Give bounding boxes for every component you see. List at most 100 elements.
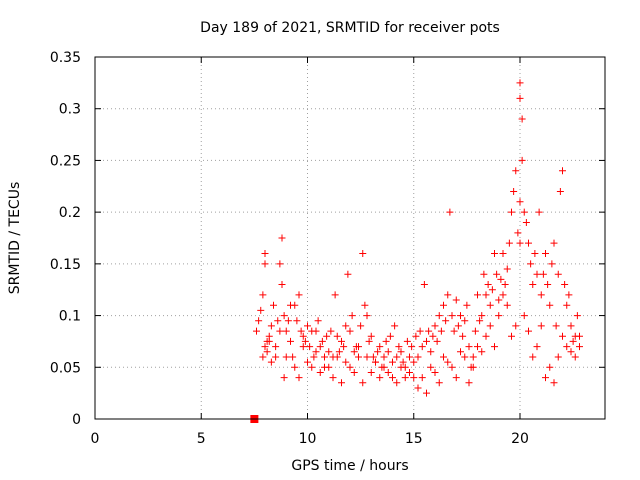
y-tick-label: 0.25: [50, 153, 81, 169]
y-tick-label: 0: [72, 412, 81, 428]
data-point: [253, 327, 260, 335]
data-point: [397, 348, 405, 356]
data-point: [350, 368, 358, 376]
data-point: [539, 270, 547, 278]
data-point: [333, 332, 341, 340]
data-point: [567, 348, 575, 356]
data-point: [304, 322, 311, 330]
data-point: [355, 343, 362, 351]
data-point: [448, 312, 456, 320]
data-point: [418, 343, 426, 351]
data-point: [348, 312, 356, 320]
data-point: [420, 281, 428, 289]
data-point: [452, 374, 460, 382]
data-point: [452, 296, 460, 304]
data-point: [391, 322, 399, 330]
data-point: [380, 363, 388, 371]
data-point: [340, 343, 348, 351]
data-point: [367, 368, 375, 376]
data-point: [333, 353, 341, 361]
data-point: [471, 327, 479, 335]
data-point: [576, 332, 583, 340]
data-point: [497, 275, 505, 283]
data-point: [338, 337, 345, 345]
data-point: [431, 368, 439, 376]
data-point: [505, 239, 513, 247]
data-point: [306, 343, 314, 351]
data-point: [512, 167, 520, 175]
x-tick-label: 0: [91, 431, 100, 447]
x-axis-label: GPS time / hours: [291, 458, 408, 474]
data-point: [520, 208, 528, 216]
x-tick-label: 20: [511, 431, 529, 447]
data-point: [482, 332, 490, 340]
data-point: [476, 317, 484, 325]
data-point: [335, 348, 343, 356]
data-point: [414, 384, 422, 392]
data-point: [278, 234, 286, 242]
data-point: [508, 332, 515, 340]
data-point: [427, 363, 435, 371]
data-point: [503, 265, 511, 273]
data-point: [318, 337, 326, 345]
data-point: [346, 327, 354, 335]
y-axis-ticks: 0 0.05 0.1 0.15 0.2 0.25 0.3 0.35: [50, 50, 605, 428]
data-point: [427, 348, 435, 356]
data-point: [321, 353, 328, 361]
data-point: [416, 327, 424, 335]
data-point: [272, 353, 280, 361]
data-point: [331, 291, 339, 299]
data-point: [569, 337, 577, 345]
data-point: [563, 343, 571, 351]
data-point: [380, 353, 388, 361]
data-point: [295, 374, 303, 382]
data-point: [478, 348, 486, 356]
data-point: [516, 94, 524, 102]
data-point: [493, 270, 501, 278]
data-point: [546, 363, 554, 371]
data-point: [486, 322, 494, 330]
data-point: [525, 239, 532, 247]
data-point: [295, 291, 303, 299]
data-point: [491, 250, 498, 258]
data-point: [372, 358, 379, 366]
data-point: [272, 343, 280, 351]
data-point: [304, 358, 311, 366]
data-point: [363, 353, 371, 361]
data-point: [312, 348, 320, 356]
data-point: [474, 343, 481, 351]
data-point: [355, 353, 362, 361]
data-point: [510, 187, 518, 195]
data-point: [327, 327, 335, 335]
data-point: [531, 250, 539, 258]
data-point: [374, 348, 382, 356]
data-point: [282, 353, 290, 361]
data-point: [284, 317, 292, 325]
grid-lines: [95, 57, 605, 419]
data-point: [329, 374, 337, 382]
y-tick-label: 0.3: [59, 102, 81, 118]
data-point: [357, 322, 365, 330]
data-point: [274, 317, 282, 325]
data-point: [561, 281, 569, 289]
data-point: [259, 291, 267, 299]
data-point: [299, 332, 307, 340]
data-point: [525, 327, 532, 335]
data-point: [289, 353, 297, 361]
data-point: [412, 332, 420, 340]
data-point: [393, 353, 401, 361]
data-point: [267, 358, 275, 366]
data-point: [316, 343, 324, 351]
data-point: [535, 208, 543, 216]
data-point: [325, 348, 333, 356]
data-point: [478, 312, 486, 320]
data-point: [261, 343, 269, 351]
data-point: [389, 358, 396, 366]
data-point: [384, 368, 392, 376]
data-point: [520, 312, 528, 320]
data-point: [310, 353, 318, 361]
data-point: [454, 322, 462, 330]
data-point: [408, 343, 416, 351]
data-point: [488, 286, 496, 294]
data-point: [461, 353, 469, 361]
